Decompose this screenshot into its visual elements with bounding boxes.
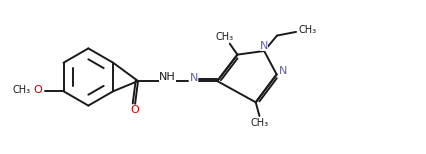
Text: CH₃: CH₃ — [216, 32, 233, 42]
Text: NH: NH — [159, 72, 176, 82]
Text: CH₃: CH₃ — [13, 85, 31, 95]
Text: N: N — [190, 73, 199, 83]
Text: CH₃: CH₃ — [299, 25, 317, 35]
Text: CH₃: CH₃ — [250, 118, 268, 128]
Text: N: N — [260, 41, 268, 51]
Text: N: N — [279, 67, 287, 77]
Text: O: O — [33, 85, 42, 95]
Text: O: O — [130, 105, 139, 115]
